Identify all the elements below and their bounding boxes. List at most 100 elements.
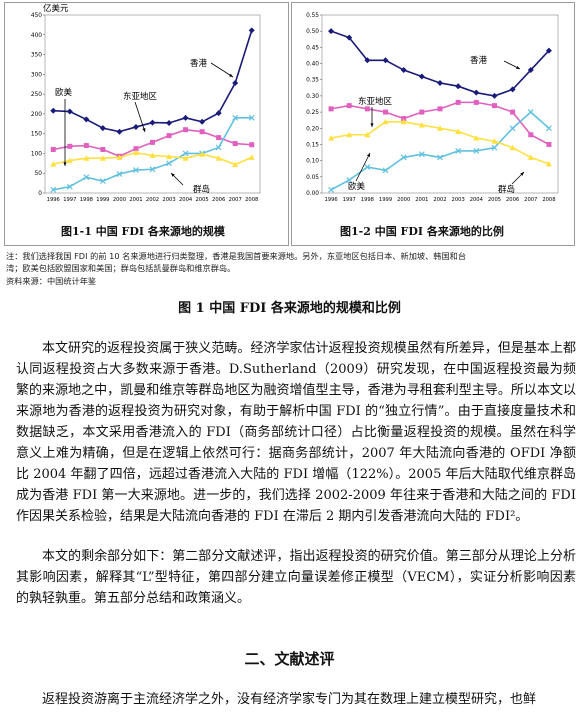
- data-point: [437, 106, 443, 112]
- data-point: [99, 125, 106, 132]
- y-tick-label: 50: [35, 171, 43, 177]
- y-tick-label: 0.30: [306, 94, 319, 100]
- figure-title: 图 1 中国 FDI 各来源地的规模和比例: [178, 301, 401, 316]
- x-tick-label: 1998: [80, 197, 93, 203]
- data-point: [83, 116, 90, 123]
- data-point: [232, 141, 238, 147]
- y-tick-label: 0.35: [306, 78, 319, 84]
- series-群岛: [50, 149, 255, 168]
- data-point: [527, 109, 534, 116]
- label-euro-us-2: 欧美: [348, 181, 366, 192]
- body-paragraph-2: 本文的剩余部分如下：第二部分文献述评，指出返程投资的研究价值。第三部分从理论上分…: [16, 549, 576, 606]
- y-tick-label: 0.10: [306, 159, 319, 165]
- label-islands-arrowhead: [171, 173, 175, 177]
- x-tick-label: 2008: [542, 197, 555, 203]
- label-east-asia: 东亚地区: [123, 91, 158, 102]
- label-hongkong: 香港: [190, 58, 208, 69]
- x-tick-label: 2006: [506, 197, 519, 203]
- label-hongkong-2: 香港: [470, 55, 488, 66]
- data-point: [132, 123, 139, 130]
- body-paragraph-1: 本文研究的返程投资属于狭义范畴。经济学家估计返程投资规模虽然有所差异，但是基本上…: [16, 341, 576, 524]
- plot-area: [44, 14, 261, 194]
- y-tick-label: 100: [31, 151, 42, 157]
- plot-area: [321, 14, 559, 194]
- data-point: [149, 166, 156, 173]
- data-point: [545, 47, 552, 54]
- data-point: [248, 114, 255, 121]
- x-tick-label: 2003: [452, 197, 465, 203]
- data-point: [437, 79, 443, 86]
- data-point: [491, 103, 497, 109]
- data-point: [437, 154, 443, 161]
- data-point: [473, 99, 479, 105]
- data-point: [215, 144, 222, 151]
- data-point: [133, 167, 139, 173]
- x-tick-label: 2002: [433, 197, 446, 203]
- data-point: [99, 155, 106, 161]
- data-point: [328, 106, 334, 112]
- data-point: [199, 151, 206, 157]
- data-point: [545, 160, 552, 167]
- data-point: [215, 155, 222, 161]
- label-islands-2-arrowhead: [520, 172, 524, 176]
- label-euro-us-2-arrow: [355, 152, 371, 182]
- data-point: [166, 133, 172, 139]
- data-point: [215, 110, 222, 117]
- x-tick-label: 1996: [47, 197, 60, 203]
- data-point: [199, 118, 206, 125]
- data-point: [182, 150, 189, 157]
- data-point: [382, 118, 389, 125]
- x-tick-label: 2003: [162, 197, 175, 203]
- label-hongkong-2-arrowhead: [516, 65, 520, 69]
- data-point: [346, 131, 353, 138]
- figure-note-line-2: 湾；欧美包括欧盟国家和美国；群岛包括凯曼群岛和维京群岛。: [6, 263, 236, 273]
- x-tick-label: 2000: [113, 197, 126, 203]
- label-euro-us-arrowhead: [63, 162, 67, 166]
- x-tick-label: 2005: [196, 197, 209, 203]
- x-tick-label: 2001: [415, 197, 428, 203]
- y-tick-label: 250: [31, 92, 42, 98]
- data-point: [182, 114, 189, 121]
- data-point: [419, 109, 425, 115]
- data-point: [527, 154, 534, 160]
- data-point: [328, 134, 335, 141]
- data-point: [491, 144, 498, 151]
- data-point: [100, 146, 106, 152]
- data-point: [166, 119, 173, 126]
- y-tick-label: 350: [31, 53, 42, 59]
- panel2-caption: 图1-2 中国 FDI 各来源地的比例: [340, 225, 504, 238]
- data-point: [364, 106, 370, 112]
- x-tick-label: 2006: [212, 197, 225, 203]
- data-point: [166, 160, 172, 167]
- y-tick-label: 0.05: [306, 175, 319, 181]
- series-香港: [328, 28, 552, 99]
- x-tick-label: 1997: [343, 197, 356, 203]
- x-tick-label: 2007: [229, 197, 242, 203]
- data-point: [116, 128, 123, 135]
- data-point: [50, 186, 57, 193]
- data-point: [491, 92, 498, 99]
- figure-panel-2: 0.00 0.05 0.10 0.15 0.20 0.25 0.30 0.35 0.40 0.45…: [291, 2, 575, 246]
- y-tick-label: 0.45: [306, 45, 319, 51]
- data-point: [232, 80, 239, 87]
- data-point: [383, 109, 389, 115]
- data-point: [346, 177, 353, 183]
- label-islands: 群岛: [193, 184, 210, 195]
- x-tick-label: 2005: [488, 197, 501, 203]
- data-point: [455, 99, 461, 105]
- data-point: [509, 144, 516, 151]
- data-point: [166, 153, 173, 160]
- data-point: [249, 142, 255, 148]
- data-point: [437, 125, 443, 131]
- chart-fdi-share: 0.00 0.05 0.10 0.15 0.20 0.25 0.30 0.35 0.40 0.45…: [306, 13, 559, 203]
- section-heading: 二、文献述评: [244, 650, 335, 668]
- data-point: [66, 183, 73, 190]
- data-point: [546, 141, 552, 147]
- data-point: [346, 103, 352, 109]
- data-point: [248, 154, 255, 160]
- data-point: [401, 116, 407, 122]
- data-point: [418, 73, 425, 80]
- figure-note-line-1: 注：我们选择我国 FDI 的前 10 名来源地进行归类整理，香港是我国首要来源地…: [6, 251, 467, 261]
- data-point: [83, 174, 90, 181]
- label-east-asia-arrowhead: [142, 128, 146, 132]
